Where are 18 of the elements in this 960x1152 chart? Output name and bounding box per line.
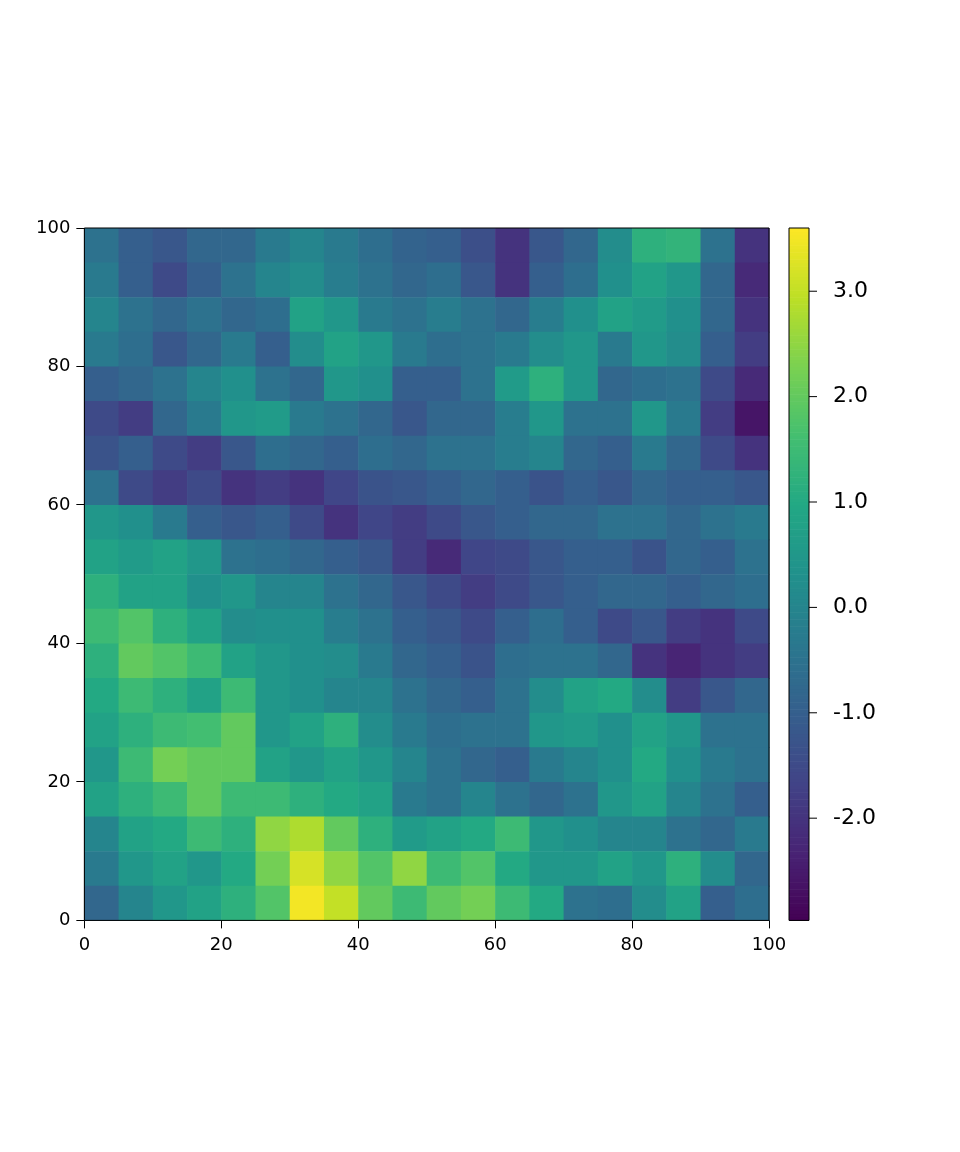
y-tick-label: 80 [47,354,71,376]
y-tick-label: 40 [47,631,71,653]
y-tick-label: 60 [47,492,71,514]
x-tick-label: 40 [346,932,370,954]
x-tick-label: 20 [209,932,233,954]
color-bar-label: 0.0 [833,593,868,619]
x-tick-label: 60 [483,932,507,954]
y-tick-label: 100 [36,215,71,237]
x-tick-label: 100 [751,932,787,954]
color-bar-label: 3.0 [833,276,868,302]
color-bar-label: -2.0 [833,803,876,829]
color-bar-label: 1.0 [833,487,868,513]
color-bar-label: -1.0 [833,698,876,724]
x-tick-label: 80 [620,932,644,954]
y-tick-label: 20 [47,769,71,791]
y-tick-label: 0 [58,908,71,930]
x-tick-label: 0 [78,932,91,954]
color-bar-label: 2.0 [833,382,868,408]
